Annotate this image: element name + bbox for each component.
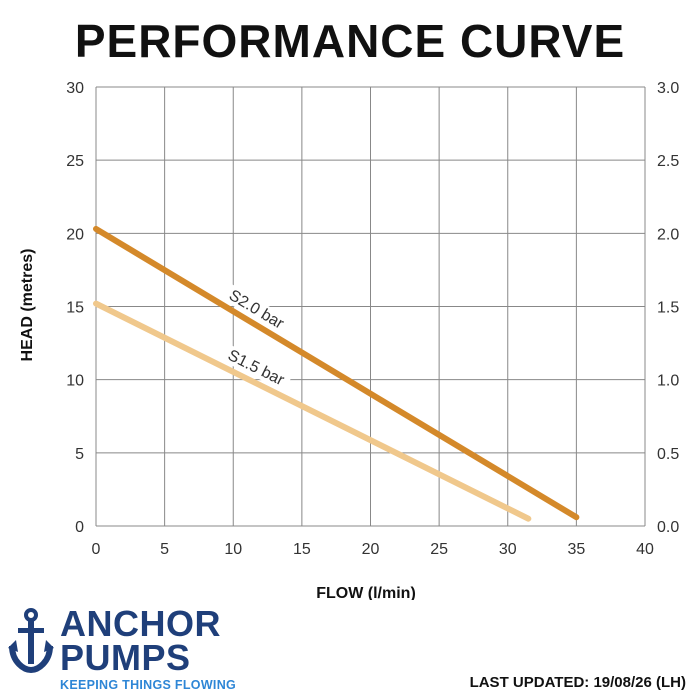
- anchor-icon: [8, 608, 54, 674]
- brand-name-line2: PUMPS: [60, 637, 191, 678]
- y-tick-label: 5: [75, 446, 84, 463]
- chart-title: PERFORMANCE CURVE: [74, 15, 626, 67]
- y2-tick-label: 2.0: [657, 226, 679, 243]
- y-axis-label: HEAD (metres): [19, 249, 36, 362]
- brand-tagline: KEEPING THINGS FLOWING: [60, 678, 237, 692]
- series-line: [93, 225, 580, 521]
- x-tick-label: 5: [160, 541, 169, 558]
- x-tick-label: 20: [362, 541, 380, 558]
- y2-tick-label: 3.0: [657, 80, 679, 97]
- y2-tick-label: 0.5: [657, 446, 679, 463]
- y-tick-label: 0: [75, 519, 84, 536]
- tick-labels: 0 5 10 15 20 25 30 35 40 0 0.0 5 0.5 10 1.0 15 1.5 20 2.0 2…: [66, 80, 679, 558]
- last-updated-text: LAST UPDATED: 19/08/26 (LH): [469, 674, 686, 691]
- y-tick-label: 10: [66, 373, 84, 390]
- y2-tick-label: 0.0: [657, 519, 679, 536]
- y2-tick-label: 1.5: [657, 300, 679, 317]
- series-line: [93, 300, 532, 522]
- x-tick-label: 10: [224, 541, 242, 558]
- x-axis-label: FLOW (l/min): [316, 585, 416, 600]
- x-tick-label: 0: [92, 541, 101, 558]
- series-label-background: [219, 343, 293, 392]
- brand-name-line1: ANCHOR: [60, 603, 221, 644]
- x-tick-label: 35: [567, 541, 585, 558]
- x-tick-label: 40: [636, 541, 654, 558]
- y2-tick-label: 2.5: [657, 153, 679, 170]
- y-tick-label: 15: [66, 300, 84, 317]
- brand-logo: ANCHOR PUMPS KEEPING THINGS FLOWING: [8, 602, 268, 694]
- y-tick-label: 20: [66, 226, 84, 243]
- y2-tick-label: 1.0: [657, 373, 679, 390]
- grid: [95, 86, 646, 527]
- x-tick-label: 15: [293, 541, 311, 558]
- y-tick-label: 30: [66, 80, 84, 97]
- x-tick-label: 25: [430, 541, 448, 558]
- series-label-background: [220, 283, 292, 336]
- y-tick-label: 25: [66, 153, 84, 170]
- performance-chart: 0 5 10 15 20 25 30 35 40 0 0.0 5 0.5 10 1.0 15 1.5 20 2.0 2…: [19, 80, 679, 600]
- series-lines: [93, 225, 580, 522]
- x-tick-label: 30: [499, 541, 517, 558]
